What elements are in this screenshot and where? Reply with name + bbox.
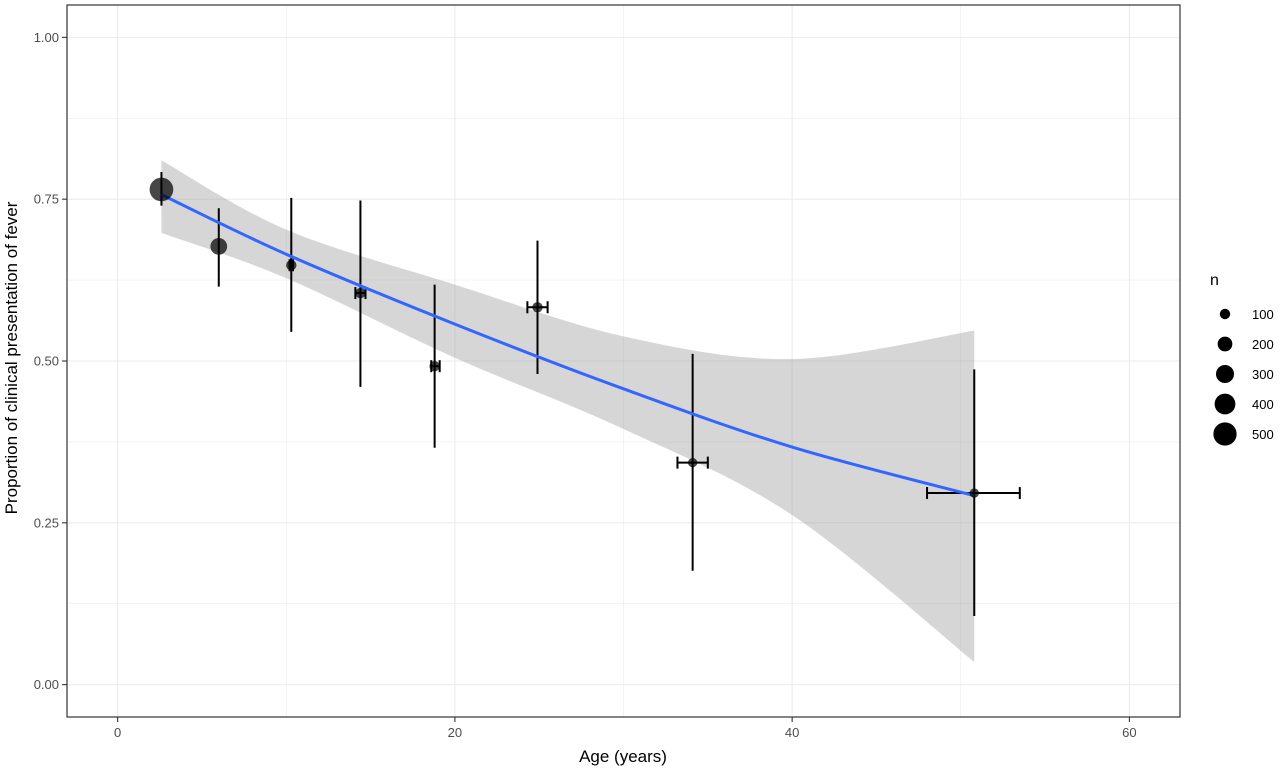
data-point — [210, 238, 228, 255]
data-point — [355, 287, 366, 299]
legend-key-circle — [1219, 308, 1231, 320]
trend-line-path — [160, 193, 975, 498]
legend-key-circle — [1213, 422, 1237, 446]
data-point — [969, 488, 979, 498]
data-point — [286, 260, 297, 271]
y-tick-label: 1.00 — [34, 30, 59, 45]
x-tick-label: 20 — [448, 725, 462, 740]
legend-key-circle — [1215, 364, 1235, 384]
data-point — [532, 302, 543, 313]
legend-key-circle — [1214, 393, 1236, 415]
data-point — [429, 360, 440, 372]
y-tick-label: 0.50 — [34, 354, 59, 369]
legend-key-label: 300 — [1252, 367, 1274, 382]
gridlines — [67, 5, 1180, 717]
confidence-band-area — [161, 160, 975, 662]
data-points — [149, 177, 979, 498]
x-axis-ticks: 0 20 40 60 — [114, 717, 1137, 740]
legend-title: n — [1210, 272, 1219, 289]
data-point — [149, 177, 174, 202]
legend-key-label: 500 — [1252, 427, 1274, 442]
y-tick-label: 0.75 — [34, 192, 59, 207]
y-axis-title: Proportion of clinical presentation of f… — [2, 201, 21, 514]
trend-line — [160, 193, 975, 498]
y-tick-label: 0.25 — [34, 515, 59, 530]
y-tick-label: 0.00 — [34, 677, 59, 692]
x-tick-label: 0 — [114, 725, 121, 740]
legend-key-circle — [1217, 336, 1233, 352]
data-point — [687, 457, 698, 468]
size-legend: n 100 200 300 400 500 — [1210, 272, 1274, 446]
legend-key-label: 200 — [1252, 337, 1274, 352]
confidence-band — [161, 160, 975, 662]
x-tick-label: 60 — [1122, 725, 1136, 740]
y-axis-ticks: 0.00 0.25 0.50 0.75 1.00 — [34, 30, 67, 692]
legend-key-label: 400 — [1252, 397, 1274, 412]
x-tick-label: 40 — [785, 725, 799, 740]
x-axis-title: Age (years) — [579, 747, 667, 766]
legend-key-label: 100 — [1252, 307, 1274, 322]
